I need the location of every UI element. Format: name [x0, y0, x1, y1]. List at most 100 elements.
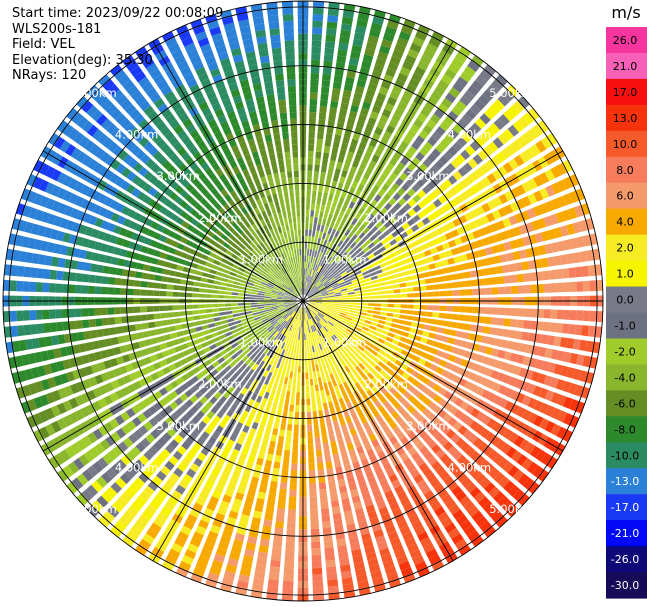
range-gate: [222, 466, 232, 476]
range-gate: [438, 283, 446, 290]
range-gate: [262, 525, 272, 534]
range-gate: [332, 342, 339, 350]
range-gate: [317, 125, 325, 133]
range-gate: [341, 16, 354, 25]
range-gate: [231, 306, 239, 310]
range-gate: [331, 447, 339, 455]
range-gate: [324, 185, 330, 193]
range-gate: [187, 543, 199, 554]
range-gate: [80, 392, 91, 404]
range-gate: [305, 209, 310, 217]
range-gate: [284, 295, 291, 298]
ray: [308, 120, 549, 298]
range-gate: [225, 287, 233, 292]
range-gate: [398, 197, 407, 206]
range-gate: [195, 326, 203, 332]
range-gate: [417, 323, 425, 329]
range-gate: [141, 509, 154, 521]
range-gate: [307, 291, 313, 297]
range-gate: [251, 337, 259, 343]
range-gate: [317, 132, 324, 140]
range-gate: [231, 372, 239, 380]
range-gate: [227, 385, 235, 394]
range-gate: [481, 356, 491, 365]
range-gate: [287, 384, 292, 392]
range-gate: [94, 241, 103, 251]
range-gate: [232, 284, 240, 289]
ray: [11, 302, 297, 384]
range-gate: [277, 303, 284, 306]
range-gate: [448, 87, 461, 98]
range-gate: [244, 373, 251, 382]
range-gate: [325, 240, 331, 248]
range-gate: [514, 212, 524, 224]
range-gate: [312, 567, 323, 575]
range-gate: [366, 264, 374, 270]
range-gate: [205, 294, 212, 298]
range-gate: [319, 286, 326, 291]
range-gate: [351, 98, 361, 107]
range-gate: [133, 289, 141, 296]
range-gate: [287, 316, 292, 323]
range-gate: [483, 525, 496, 538]
ray: [304, 307, 386, 593]
range-gate: [506, 228, 516, 239]
range-gate: [322, 527, 332, 535]
range-gate: [376, 120, 386, 130]
range-gate: [429, 363, 438, 372]
range-gate: [33, 396, 44, 409]
range-gate: [324, 282, 331, 288]
range-gate: [341, 389, 348, 398]
range-gate: [502, 461, 514, 474]
range-gate: [292, 352, 296, 360]
range-gate: [100, 307, 108, 316]
range-gate: [537, 120, 549, 133]
range-gate: [72, 248, 81, 258]
range-gate: [569, 281, 577, 292]
range-gate: [547, 228, 557, 240]
range-gate: [497, 317, 505, 326]
range-gate: [498, 286, 506, 295]
range-gate: [325, 375, 331, 383]
ray: [308, 174, 580, 299]
range-gate: [191, 352, 200, 360]
range-gate: [418, 317, 426, 323]
range-gate: [344, 157, 352, 166]
range-gate: [344, 358, 351, 366]
range-gate: [321, 327, 327, 334]
range-gate: [233, 345, 241, 353]
range-gate: [281, 369, 286, 377]
range-gate: [443, 475, 455, 487]
range-gate: [30, 267, 38, 278]
range-gate: [237, 485, 246, 495]
range-gate: [311, 548, 321, 556]
range-gate: [278, 435, 285, 444]
range-gate: [430, 270, 438, 277]
range-gate: [384, 275, 392, 281]
range-gate: [365, 504, 376, 514]
range-gate: [267, 579, 279, 587]
range-gate: [320, 356, 325, 364]
ray: [309, 264, 602, 301]
range-gate: [399, 420, 408, 430]
range-gate: [277, 501, 286, 509]
range-gate: [366, 144, 375, 154]
range-gate: [401, 331, 410, 338]
range-gate: [313, 308, 319, 313]
range-gate: [349, 427, 357, 436]
range-gate: [314, 158, 321, 166]
range-gate: [332, 453, 340, 462]
range-gate: [39, 394, 50, 407]
ray: [220, 307, 302, 593]
range-gate: [286, 330, 291, 337]
range-gate: [327, 309, 334, 314]
range-gate: [511, 139, 523, 152]
range-gate: [162, 432, 172, 442]
range-gate: [435, 227, 444, 236]
range-gate: [158, 398, 168, 408]
range-gate: [309, 302, 316, 304]
range-gate: [148, 321, 156, 329]
range-gate: [539, 187, 550, 200]
range-gate: [293, 372, 297, 379]
range-gate: [276, 301, 284, 303]
